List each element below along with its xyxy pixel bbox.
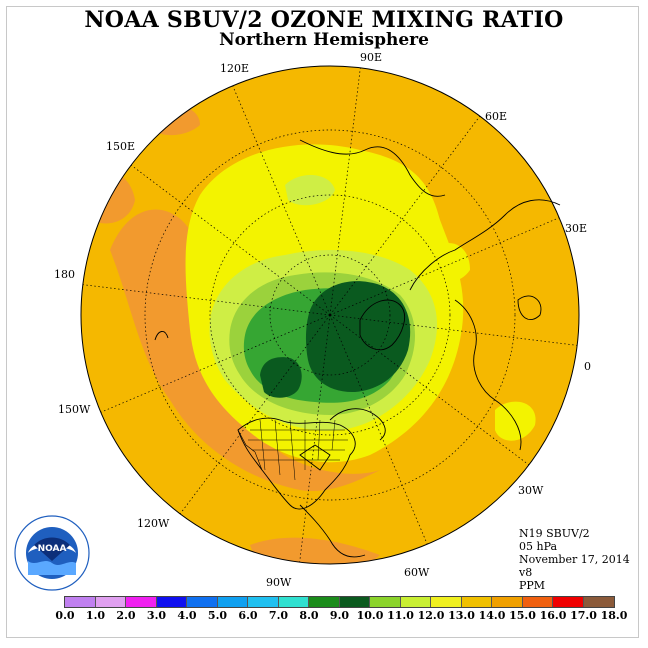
- colorbar-cell: [339, 597, 370, 607]
- satellite-label: N19 SBUV/2: [519, 527, 590, 540]
- ozone-dark-green-patch-west: [260, 357, 302, 398]
- map-border: [80, 65, 580, 565]
- colorbar-tick-label: 9.0: [329, 609, 350, 622]
- colorbar-cell: [187, 597, 218, 607]
- lon-label-0: 0: [584, 360, 591, 373]
- version-label: v8: [519, 566, 533, 579]
- colorbar-tick-label: 11.0: [387, 609, 414, 622]
- colorbar-tick-label: 7.0: [268, 609, 289, 622]
- longitude-labels: 90E 60E 30E 0 30W 60W 90W 120W 150W 180 …: [54, 51, 591, 589]
- colorbar-cell: [95, 597, 126, 607]
- colorbar-cell: [65, 597, 96, 607]
- date-label: November 17, 2014: [519, 553, 630, 566]
- colorbar: [64, 596, 615, 608]
- ozone-light-green-patch-top: [285, 174, 335, 206]
- colorbar-tick-label: 5.0: [207, 609, 228, 622]
- colorbar-cell: [217, 597, 248, 607]
- ozone-yellow-patch-ne: [430, 242, 470, 282]
- lon-label-60w: 60W: [404, 566, 430, 579]
- lon-label-90w: 90W: [266, 576, 292, 589]
- colorbar-cell: [248, 597, 279, 607]
- lon-label-30e: 30E: [565, 222, 587, 235]
- colorbar-cell: [309, 597, 340, 607]
- meridian-line: [329, 314, 578, 346]
- lon-label-60e: 60E: [485, 110, 507, 123]
- colorbar-cell: [126, 597, 157, 607]
- noaa-logo: NOAA: [14, 515, 90, 591]
- meridian-line: [329, 314, 530, 466]
- colorbar-cell: [583, 597, 614, 607]
- figure-frame: [6, 6, 639, 638]
- ozone-orange-region-south: [250, 537, 380, 564]
- colorbar-tick-label: 15.0: [509, 609, 536, 622]
- meridian-line: [100, 314, 331, 413]
- colorbar-tick-label: 8.0: [299, 609, 319, 622]
- colorbar-cell: [431, 597, 462, 607]
- colorbar-cell: [492, 597, 523, 607]
- lon-label-150w: 150W: [58, 403, 91, 416]
- colorbar-tick-label: 1.0: [85, 609, 106, 622]
- meridian-line: [232, 85, 331, 316]
- ozone-orange-region-pacific: [110, 209, 380, 491]
- meridian-line: [179, 314, 331, 515]
- meridian-line: [299, 314, 331, 563]
- noaa-logo-text: NOAA: [38, 544, 67, 554]
- graticule: [82, 67, 578, 563]
- meridian-line: [329, 217, 560, 316]
- coastlines: [154, 139, 561, 558]
- ozone-field: [81, 66, 579, 564]
- colorbar-tick-label: 12.0: [417, 609, 445, 622]
- meridian-line: [329, 115, 481, 316]
- colorbar-tick-label: 10.0: [356, 609, 384, 622]
- colorbar-cell: [400, 597, 431, 607]
- map-title: NOAA SBUV/2 OZONE MIXING RATIO: [84, 7, 564, 33]
- metadata-panel: N19 SBUV/2 05 hPa November 17, 2014 v8 P…: [519, 527, 630, 592]
- meridian-line: [82, 284, 331, 316]
- colorbar-tick-label: 0.0: [55, 609, 75, 622]
- lon-label-150e: 150E: [106, 140, 135, 153]
- map-subtitle: Northern Hemisphere: [219, 30, 429, 50]
- meridian-line: [329, 314, 428, 545]
- colorbar-tick-label: 16.0: [539, 609, 567, 622]
- colorbar-cell: [522, 597, 553, 607]
- colorbar-tick-label: 2.0: [116, 609, 136, 622]
- colorbar-tick-label: 17.0: [570, 609, 597, 622]
- lon-label-120w: 120W: [137, 517, 170, 530]
- lon-label-90e: 90E: [360, 51, 382, 64]
- colorbar-ticks: 0.0 1.0 2.0 3.0 4.0 5.0 6.0 7.0 8.0 9.0 10.0 11.0 12…: [0, 609, 648, 623]
- colorbar-cell: [461, 597, 492, 607]
- colorbar-tick-label: 3.0: [146, 609, 167, 622]
- colorbar-cell: [278, 597, 309, 607]
- units-label: PPM: [519, 579, 546, 592]
- colorbar-tick-label: 14.0: [478, 609, 506, 622]
- colorbar-tick-label: 18.0: [600, 609, 628, 622]
- lon-label-30w: 30W: [518, 484, 544, 497]
- colorbar-tick-label: 13.0: [448, 609, 475, 622]
- meridian-line: [130, 164, 331, 316]
- meridian-line: [329, 67, 361, 316]
- pressure-level-label: 05 hPa: [519, 540, 558, 553]
- lon-label-180: 180: [54, 268, 75, 281]
- colorbar-cell: [370, 597, 401, 607]
- colorbar-cell: [553, 597, 584, 607]
- colorbar-cell: [156, 597, 187, 607]
- lon-label-120e: 120E: [220, 62, 249, 75]
- colorbar-tick-label: 4.0: [177, 609, 197, 622]
- colorbar-tick-label: 6.0: [238, 609, 258, 622]
- ozone-dark-green-core: [305, 281, 411, 393]
